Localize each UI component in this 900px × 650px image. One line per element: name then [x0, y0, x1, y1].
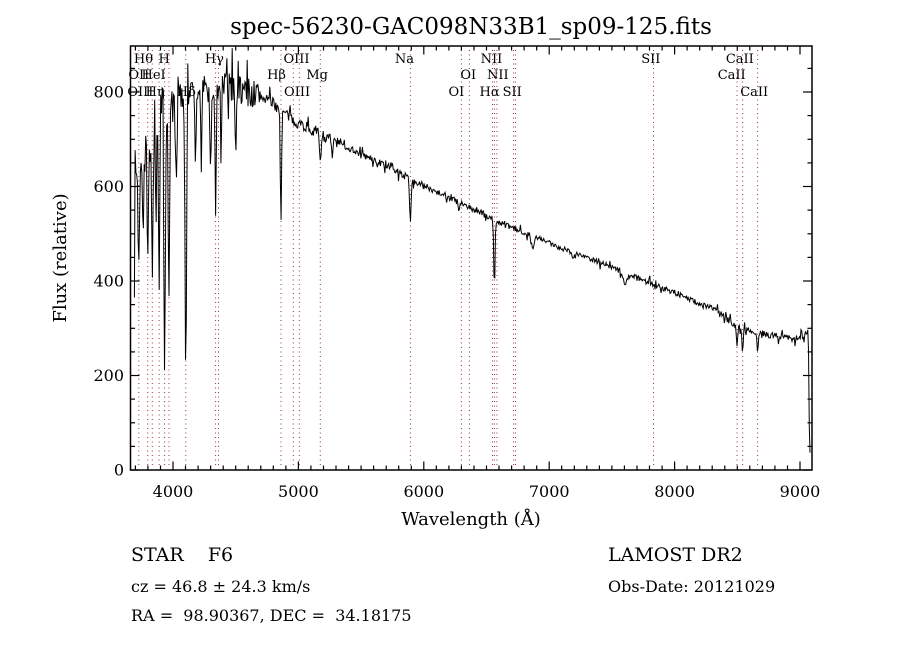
x-tick-label: 7000	[529, 482, 570, 501]
line-label: Hγ	[205, 52, 224, 67]
line-label: Hθ	[134, 52, 153, 67]
plot-title: spec-56230-GAC098N33B1_sp09-125.fits	[230, 14, 712, 40]
spectrum-trace	[133, 48, 811, 453]
survey-text: LAMOST DR2	[608, 544, 743, 566]
x-tick-label: 8000	[654, 482, 695, 501]
line-label: Na	[395, 52, 414, 67]
line-label: OIII	[283, 52, 309, 67]
y-axis-label: Flux (relative)	[50, 193, 71, 322]
y-tick-label: 200	[93, 366, 124, 385]
line-label: Mg	[306, 68, 328, 83]
line-label: H	[159, 52, 170, 67]
tick-labels: 4000 5000 6000 7000 8000 9000 0 200 400 600 800	[93, 83, 820, 502]
line-label: OIII	[284, 85, 310, 100]
line-label: Hα	[480, 85, 500, 100]
line-label: SII	[503, 85, 522, 100]
cz-text: cz = 46.8 ± 24.3 km/s	[131, 577, 310, 596]
obs-date-text: Obs-Date: 20121029	[608, 577, 775, 596]
line-label: Hη	[146, 85, 165, 100]
y-tick-label: 800	[93, 83, 124, 102]
y-tick-label: 600	[93, 177, 124, 196]
line-label: CaII	[726, 52, 754, 67]
line-label: OIII	[127, 85, 153, 100]
coords-text: RA = 98.90367, DEC = 34.18175	[131, 606, 412, 625]
line-label: NII	[481, 52, 503, 67]
object-class-text: STAR F6	[131, 544, 233, 566]
axis-ticks	[130, 46, 812, 471]
line-label: OI	[449, 85, 465, 100]
line-label: CaII	[718, 68, 746, 83]
line-label: HeI	[142, 68, 166, 83]
line-label: NII	[487, 68, 509, 83]
line-markers	[138, 50, 759, 467]
x-tick-label: 5000	[278, 482, 319, 501]
y-tick-label: 0	[114, 461, 124, 480]
x-tick-label: 6000	[403, 482, 444, 501]
x-tick-label: 4000	[153, 482, 194, 501]
line-label: Hβ	[267, 68, 286, 83]
y-tick-label: 400	[93, 272, 124, 291]
x-tick-label: 9000	[780, 482, 821, 501]
line-label: CaII	[740, 85, 768, 100]
line-label: OI	[460, 68, 476, 83]
x-axis-label: Wavelength (Å)	[401, 508, 541, 530]
plot-frame	[129, 45, 813, 471]
line-label: SII	[641, 52, 660, 67]
line-label: OII	[128, 68, 149, 83]
